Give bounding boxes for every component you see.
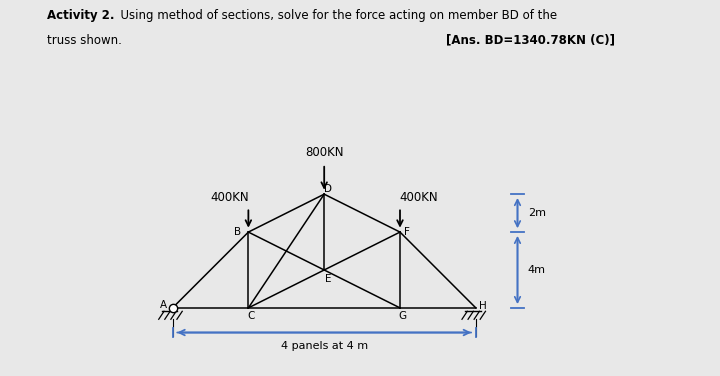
Text: 800KN: 800KN (305, 146, 343, 159)
Text: 4m: 4m (528, 265, 546, 275)
Text: D: D (324, 185, 332, 194)
Text: 2m: 2m (528, 208, 546, 218)
Text: H: H (479, 301, 486, 311)
Text: truss shown.: truss shown. (47, 34, 122, 47)
Text: 400KN: 400KN (400, 191, 438, 204)
Text: A: A (160, 300, 166, 310)
Text: [Ans. BD=1340.78KN (C)]: [Ans. BD=1340.78KN (C)] (446, 34, 616, 47)
Text: E: E (325, 273, 331, 284)
Text: 4 panels at 4 m: 4 panels at 4 m (281, 341, 368, 351)
Text: 400KN: 400KN (210, 191, 248, 204)
Text: Activity 2.: Activity 2. (47, 9, 114, 23)
Text: G: G (399, 311, 407, 321)
Text: F: F (404, 227, 410, 237)
Text: B: B (235, 227, 241, 237)
Text: Using method of sections, solve for the force acting on member BD of the: Using method of sections, solve for the … (113, 9, 557, 23)
Text: C: C (248, 311, 255, 321)
